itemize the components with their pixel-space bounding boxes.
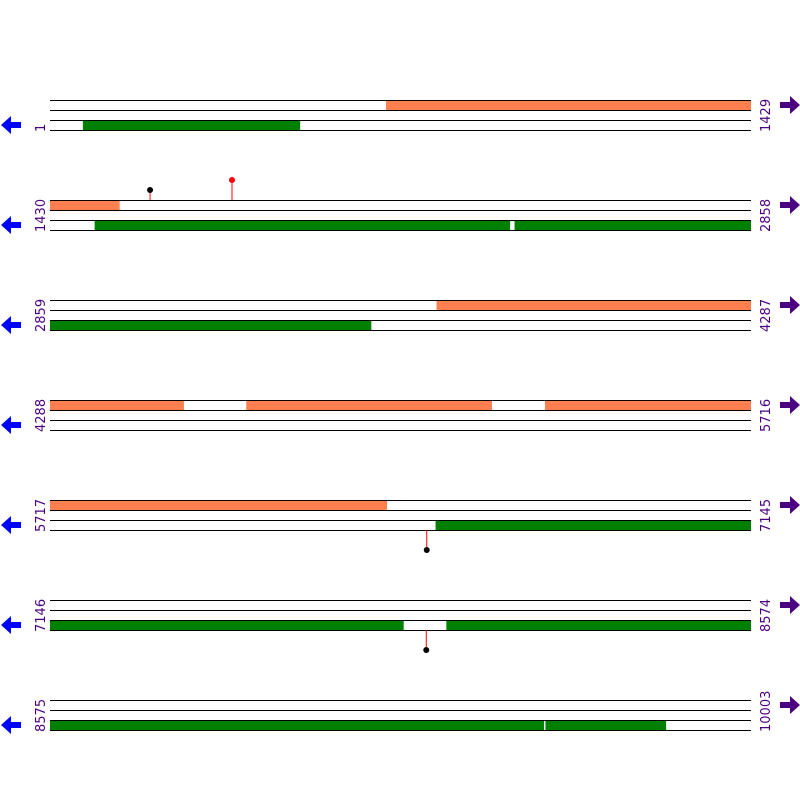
reverse-feature xyxy=(82,120,301,130)
reverse-feature xyxy=(446,620,751,630)
site-marker[interactable] xyxy=(147,187,154,193)
row-end-label: 1429 xyxy=(759,99,774,132)
arrow-right-icon[interactable] xyxy=(780,696,800,714)
row-end-label: 2858 xyxy=(759,199,774,232)
reverse-feature xyxy=(50,720,544,730)
arrow-right-icon[interactable] xyxy=(780,496,800,514)
row-end-label: 8574 xyxy=(759,599,774,632)
arrow-right-icon[interactable] xyxy=(780,96,800,114)
forward-feature xyxy=(50,400,184,410)
row-start-label: 7146 xyxy=(34,599,49,632)
forward-feature xyxy=(246,400,492,410)
row-start-label: 1 xyxy=(34,124,49,132)
arrow-left-icon[interactable] xyxy=(1,116,21,134)
reverse-feature xyxy=(514,220,751,230)
sequence-row: 1430 2858 xyxy=(1,177,800,234)
sequence-row: 2859 4287 xyxy=(1,296,800,334)
site-marker[interactable] xyxy=(423,547,430,553)
reverse-feature xyxy=(50,320,372,330)
sequence-row: 7146 8574 xyxy=(1,596,800,653)
sequence-row: 4288 5716 xyxy=(1,396,800,434)
row-start-label: 4288 xyxy=(34,399,49,432)
arrow-left-icon[interactable] xyxy=(1,216,21,234)
arrow-left-icon[interactable] xyxy=(1,416,21,434)
sequence-row: 5717 7145 xyxy=(1,496,800,553)
arrow-right-icon[interactable] xyxy=(780,596,800,614)
site-marker[interactable] xyxy=(228,177,235,183)
arrow-left-icon[interactable] xyxy=(1,316,21,334)
arrow-right-icon[interactable] xyxy=(780,396,800,414)
sequence-row: 8575 10003 xyxy=(1,691,800,734)
site-marker[interactable] xyxy=(423,647,430,653)
reverse-feature xyxy=(94,220,511,230)
arrow-left-icon[interactable] xyxy=(1,716,21,734)
row-start-label: 1430 xyxy=(34,199,49,232)
row-end-label: 10003 xyxy=(759,691,774,732)
reverse-feature xyxy=(50,620,404,630)
forward-feature xyxy=(544,400,751,410)
reverse-feature xyxy=(435,520,751,530)
reverse-feature xyxy=(545,720,667,730)
sequence-row: 1 1429 xyxy=(1,96,800,134)
row-start-label: 5717 xyxy=(34,499,49,532)
row-end-label: 4287 xyxy=(759,299,774,332)
arrow-right-icon[interactable] xyxy=(780,296,800,314)
row-start-label: 8575 xyxy=(34,699,49,732)
arrow-left-icon[interactable] xyxy=(1,516,21,534)
forward-feature xyxy=(50,200,120,210)
forward-feature xyxy=(50,500,388,510)
forward-feature xyxy=(436,300,751,310)
arrow-right-icon[interactable] xyxy=(780,196,800,214)
forward-feature xyxy=(386,100,751,110)
row-end-label: 7145 xyxy=(759,499,774,532)
row-end-label: 5716 xyxy=(759,399,774,432)
arrow-left-icon[interactable] xyxy=(1,616,21,634)
row-start-label: 2859 xyxy=(34,299,49,332)
